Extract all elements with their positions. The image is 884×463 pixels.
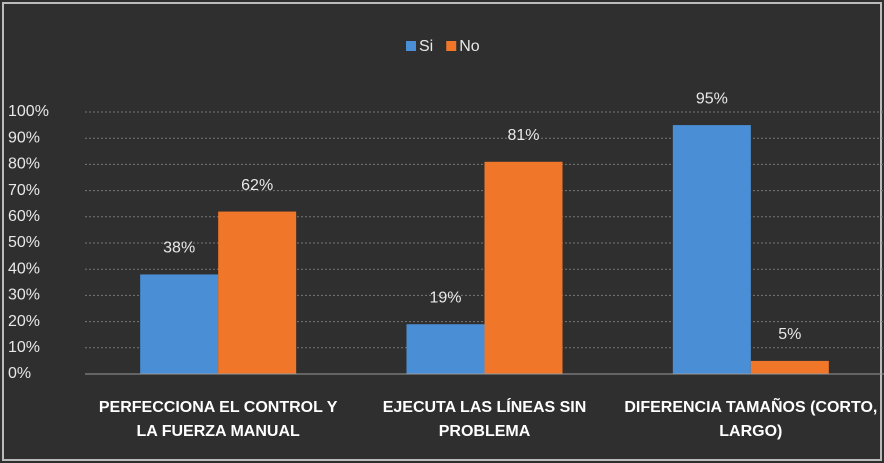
bar — [406, 324, 485, 374]
bar — [218, 211, 297, 374]
y-tick-label: 80% — [8, 156, 40, 173]
y-tick-label: 90% — [8, 129, 40, 146]
y-tick-label: 70% — [8, 182, 40, 199]
bar — [672, 125, 751, 374]
data-label: 81% — [507, 127, 539, 144]
data-label: 19% — [429, 289, 461, 306]
bar — [750, 360, 829, 374]
y-tick-label: 30% — [8, 287, 40, 304]
x-tick-label: DIFERENCIA TAMAÑOS (CORTO, LARGO) — [624, 399, 878, 440]
bar — [484, 161, 563, 374]
y-tick-label: 20% — [8, 313, 40, 330]
legend-label: Si — [419, 38, 433, 55]
legend-swatch — [446, 41, 457, 51]
data-label: 95% — [696, 90, 728, 107]
y-tick-label: 50% — [8, 234, 40, 251]
data-label: 62% — [241, 177, 273, 194]
bar — [140, 274, 219, 374]
data-label: 38% — [163, 240, 195, 257]
y-tick-label: 60% — [8, 208, 40, 225]
y-tick-label: 10% — [8, 339, 40, 356]
y-tick-label: 40% — [8, 260, 40, 277]
y-tick-label: 0% — [8, 365, 31, 382]
legend-swatch — [406, 41, 416, 51]
x-tick-label: EJECUTA LAS LÍNEAS SIN PROBLEMA — [382, 399, 587, 440]
data-label: 5% — [778, 326, 801, 343]
y-tick-label: 100% — [8, 103, 49, 120]
x-tick-label: PERFECCIONA EL CONTROL Y LA FUERZA MANUA… — [98, 399, 338, 440]
legend-label: No — [459, 38, 480, 55]
